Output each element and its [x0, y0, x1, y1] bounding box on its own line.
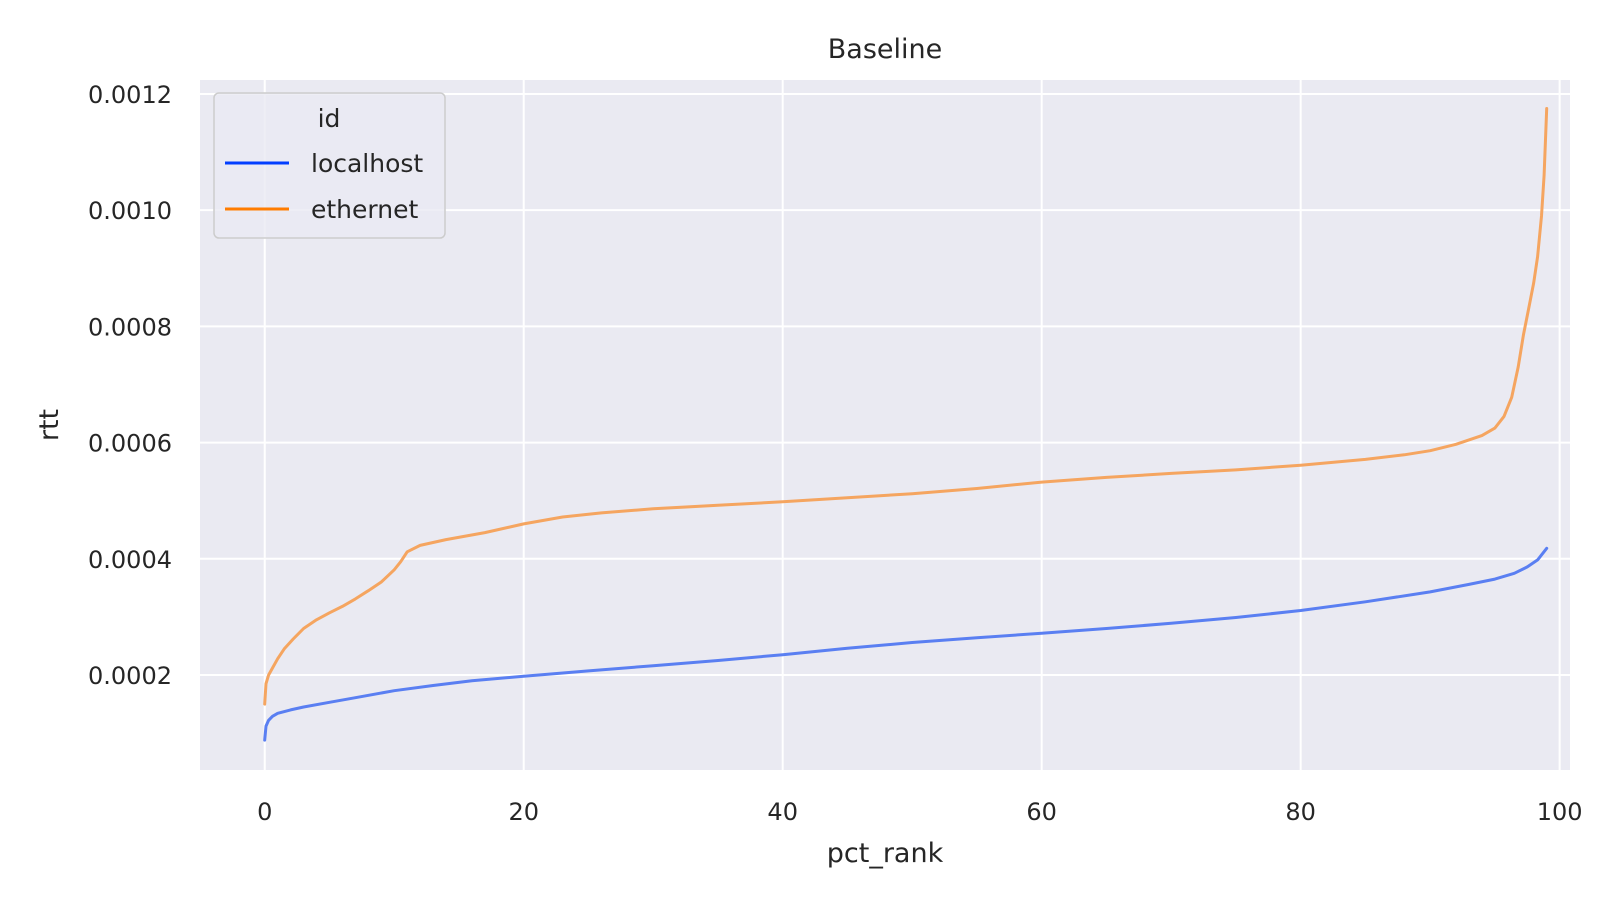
legend-label-localhost: localhost — [311, 149, 423, 178]
legend-box — [213, 92, 446, 239]
x-tick-label: 80 — [1285, 798, 1316, 826]
y-tick-labels: 0.0002 0.0004 0.0006 0.0008 0.0010 0.0012 — [88, 81, 172, 690]
y-tick-label: 0.0012 — [88, 81, 172, 109]
series-line-ethernet — [263, 107, 1549, 706]
x-tick-label: 100 — [1537, 798, 1583, 826]
x-tick-label: 60 — [1026, 798, 1057, 826]
legend-title: id — [318, 104, 341, 133]
legend-label-ethernet: ethernet — [311, 195, 418, 224]
y-tick-label: 0.0002 — [88, 662, 172, 690]
series-line-localhost — [263, 546, 1549, 742]
x-tick-labels: 0 20 40 60 80 100 — [257, 798, 1582, 826]
chart-title: Baseline — [828, 34, 942, 65]
x-tick-label: 0 — [257, 798, 272, 826]
y-tick-label: 0.0006 — [88, 430, 172, 458]
x-tick-label: 40 — [767, 798, 798, 826]
x-axis-label: pct_rank — [827, 838, 944, 869]
y-tick-label: 0.0008 — [88, 313, 172, 341]
x-tick-label: 20 — [508, 798, 539, 826]
y-tick-label: 0.0010 — [88, 197, 172, 225]
y-axis-label: rtt — [34, 409, 65, 441]
y-tick-label: 0.0004 — [88, 546, 172, 574]
series-layer — [263, 107, 1549, 742]
legend: id localhost ethernet — [213, 92, 446, 239]
